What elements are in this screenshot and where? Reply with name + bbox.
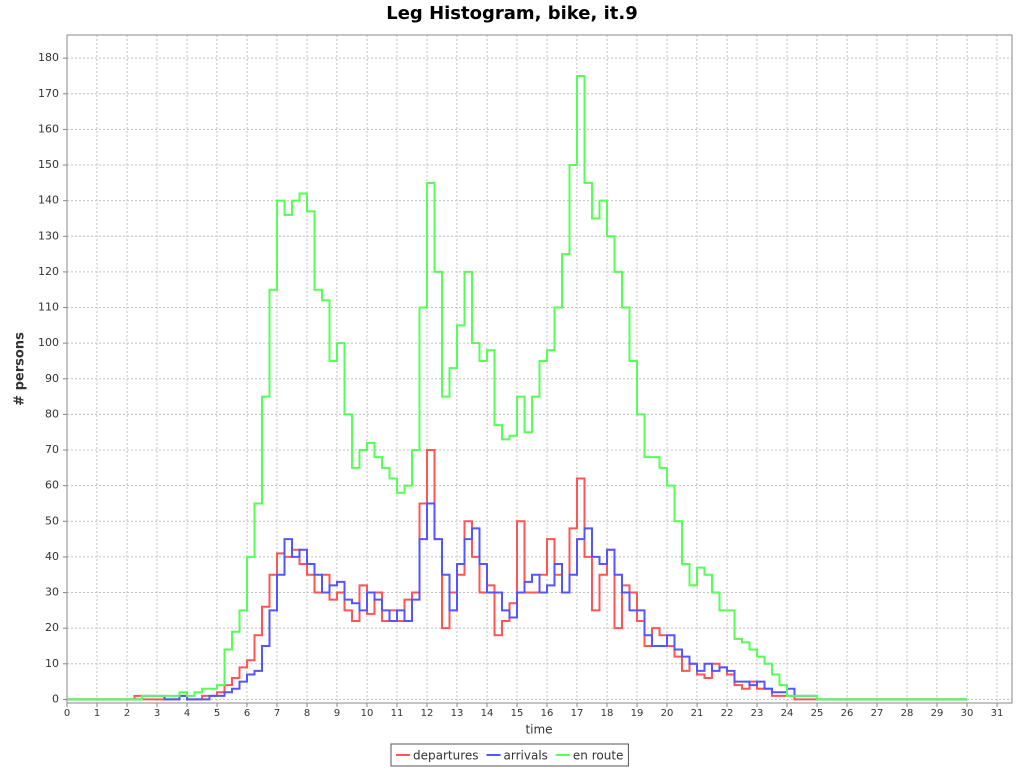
y-tick-label: 40 bbox=[45, 550, 59, 563]
y-tick-label: 60 bbox=[45, 479, 59, 492]
x-tick-label: 30 bbox=[961, 708, 974, 719]
x-tick-label: 5 bbox=[214, 708, 220, 719]
plot-frame bbox=[66, 34, 1013, 704]
lines bbox=[67, 74, 967, 701]
grid: 0102030405060708090100110120130140150160… bbox=[38, 35, 1012, 719]
y-tick-label: 0 bbox=[52, 692, 59, 705]
legend-label: arrivals bbox=[504, 749, 548, 763]
legend: departures arrivals en route bbox=[390, 743, 629, 767]
x-tick-label: 23 bbox=[751, 708, 764, 719]
x-tick-label: 9 bbox=[334, 708, 340, 719]
x-axis-label: time bbox=[525, 723, 552, 737]
y-tick-label: 80 bbox=[45, 407, 59, 420]
y-tick-label: 20 bbox=[45, 621, 59, 634]
x-tick-label: 12 bbox=[421, 708, 434, 719]
x-tick-label: 6 bbox=[244, 708, 250, 719]
y-tick-label: 120 bbox=[38, 265, 59, 278]
x-tick-label: 31 bbox=[991, 708, 1004, 719]
y-tick-label: 90 bbox=[45, 372, 59, 385]
y-tick-label: 130 bbox=[38, 229, 59, 242]
y-tick-label: 110 bbox=[38, 301, 59, 314]
y-tick-label: 150 bbox=[38, 158, 59, 171]
y-tick-label: 140 bbox=[38, 194, 59, 207]
x-tick-label: 15 bbox=[511, 708, 524, 719]
y-tick-label: 10 bbox=[45, 657, 59, 670]
y-axis-label: # persons bbox=[13, 332, 28, 406]
x-tick-label: 8 bbox=[304, 708, 310, 719]
y-tick-label: 170 bbox=[38, 87, 59, 100]
y-tick-label: 70 bbox=[45, 443, 59, 456]
x-tick-label: 28 bbox=[901, 708, 914, 719]
x-tick-label: 11 bbox=[391, 708, 404, 719]
x-tick-label: 25 bbox=[811, 708, 824, 719]
chart-title: Leg Histogram, bike, it.9 bbox=[386, 3, 638, 24]
x-tick-label: 22 bbox=[721, 708, 734, 719]
x-tick-label: 7 bbox=[274, 708, 280, 719]
x-tick-label: 29 bbox=[931, 708, 944, 719]
series-line bbox=[67, 502, 967, 701]
x-tick-label: 17 bbox=[571, 708, 584, 719]
x-tick-label: 4 bbox=[184, 708, 190, 719]
x-tick-label: 26 bbox=[841, 708, 854, 719]
x-tick-label: 2 bbox=[124, 708, 130, 719]
x-tick-label: 16 bbox=[541, 708, 554, 719]
x-tick-label: 10 bbox=[361, 708, 374, 719]
x-tick-label: 24 bbox=[781, 708, 794, 719]
y-tick-label: 160 bbox=[38, 122, 59, 135]
x-tick-label: 19 bbox=[631, 708, 644, 719]
x-tick-label: 0 bbox=[64, 708, 70, 719]
x-tick-label: 14 bbox=[481, 708, 494, 719]
y-tick-label: 50 bbox=[45, 514, 59, 527]
y-tick-label: 100 bbox=[38, 336, 59, 349]
legend-label: en route bbox=[573, 749, 624, 763]
x-tick-label: 21 bbox=[691, 708, 704, 719]
y-tick-label: 180 bbox=[38, 51, 59, 64]
series-line bbox=[67, 74, 967, 701]
x-tick-label: 20 bbox=[661, 708, 674, 719]
x-tick-label: 1 bbox=[94, 708, 100, 719]
legend-box bbox=[390, 743, 629, 767]
y-tick-label: 30 bbox=[45, 586, 59, 599]
x-tick-label: 3 bbox=[154, 708, 160, 719]
x-tick-label: 13 bbox=[451, 708, 464, 719]
x-tick-label: 18 bbox=[601, 708, 614, 719]
legend-label: departures bbox=[413, 749, 479, 763]
x-tick-label: 27 bbox=[871, 708, 884, 719]
